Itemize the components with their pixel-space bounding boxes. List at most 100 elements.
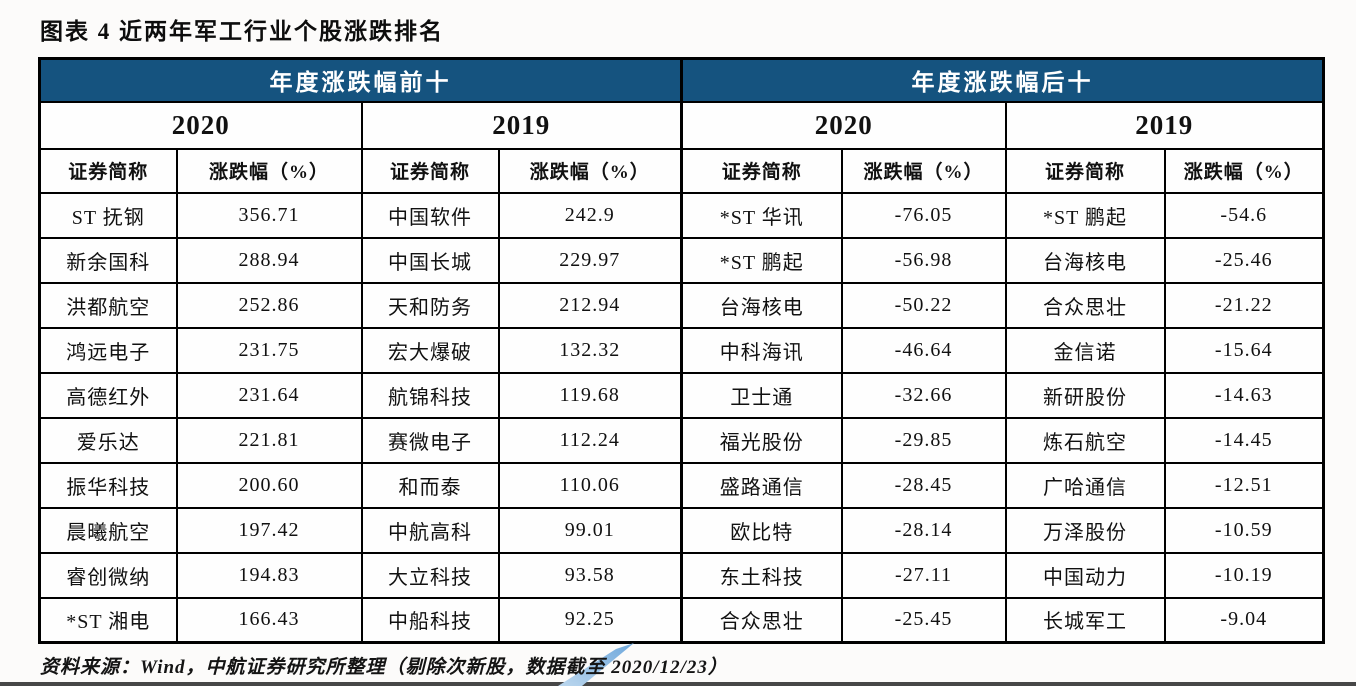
- change-value-cell: -29.85: [840, 416, 1007, 464]
- change-value-cell: 356.71: [175, 191, 363, 239]
- column-header-change: 涨跌幅（%）: [497, 147, 683, 194]
- change-value-cell: -56.98: [840, 236, 1007, 284]
- year-header-row: 2020 2019 2020 2019: [38, 100, 1325, 150]
- stock-name-cell: 睿创微纳: [38, 551, 178, 599]
- change-value-cell: -54.6: [1163, 191, 1325, 239]
- change-value-cell: 229.97: [497, 236, 683, 284]
- bottom-rule: [0, 682, 1356, 686]
- stock-name-cell: 中航高科: [360, 506, 500, 554]
- change-value-cell: 99.01: [497, 506, 683, 554]
- stock-name-cell: 福光股份: [680, 416, 843, 464]
- year-header-top10-2019: 2019: [360, 100, 683, 150]
- change-value-cell: 197.42: [175, 506, 363, 554]
- change-value-cell: -28.14: [840, 506, 1007, 554]
- stock-name-cell: 万泽股份: [1004, 506, 1166, 554]
- stock-name-cell: 鸿远电子: [38, 326, 178, 374]
- stock-name-cell: 中科海讯: [680, 326, 843, 374]
- stock-name-cell: 爱乐达: [38, 416, 178, 464]
- change-value-cell: 200.60: [175, 461, 363, 509]
- stock-name-cell: 晨曦航空: [38, 506, 178, 554]
- table-row: 高德红外 231.64 航锦科技 119.68 卫士通 -32.66 新研股份 -14.63: [38, 371, 1325, 419]
- group-header-top10: 年度涨跌幅前十: [38, 57, 683, 103]
- column-header-change: 涨跌幅（%）: [175, 147, 363, 194]
- stock-name-cell: ST 抚钢: [38, 191, 178, 239]
- change-value-cell: -12.51: [1163, 461, 1325, 509]
- group-header-bottom10: 年度涨跌幅后十: [680, 57, 1325, 103]
- stock-name-cell: 合众思壮: [1004, 281, 1166, 329]
- stock-name-cell: 洪都航空: [38, 281, 178, 329]
- stock-name-cell: 长城军工: [1004, 596, 1166, 644]
- stock-name-cell: 中国长城: [360, 236, 500, 284]
- stock-name-cell: 大立科技: [360, 551, 500, 599]
- change-value-cell: 194.83: [175, 551, 363, 599]
- stock-name-cell: *ST 鹏起: [1004, 191, 1166, 239]
- change-value-cell: -76.05: [840, 191, 1007, 239]
- stock-name-cell: 中船科技: [360, 596, 500, 644]
- stock-name-cell: *ST 鹏起: [680, 236, 843, 284]
- change-value-cell: 166.43: [175, 596, 363, 644]
- stock-name-cell: 新研股份: [1004, 371, 1166, 419]
- change-value-cell: 110.06: [497, 461, 683, 509]
- column-header-change: 涨跌幅（%）: [840, 147, 1007, 194]
- change-value-cell: -25.46: [1163, 236, 1325, 284]
- stock-name-cell: 高德红外: [38, 371, 178, 419]
- stock-name-cell: 航锦科技: [360, 371, 500, 419]
- stock-name-cell: 广哈通信: [1004, 461, 1166, 509]
- table-row: 晨曦航空 197.42 中航高科 99.01 欧比特 -28.14 万泽股份 -10.59: [38, 506, 1325, 554]
- change-value-cell: 231.64: [175, 371, 363, 419]
- change-value-cell: 242.9: [497, 191, 683, 239]
- change-value-cell: -50.22: [840, 281, 1007, 329]
- change-value-cell: 132.32: [497, 326, 683, 374]
- change-value-cell: 221.81: [175, 416, 363, 464]
- stock-name-cell: 台海核电: [680, 281, 843, 329]
- stock-name-cell: *ST 华讯: [680, 191, 843, 239]
- column-header-name: 证券简称: [1004, 147, 1166, 194]
- change-value-cell: 252.86: [175, 281, 363, 329]
- page-title: 图表 4 近两年军工行业个股涨跌排名: [40, 19, 444, 44]
- change-value-cell: 288.94: [175, 236, 363, 284]
- change-value-cell: -21.22: [1163, 281, 1325, 329]
- group-header-row: 年度涨跌幅前十 年度涨跌幅后十: [38, 57, 1325, 103]
- stock-name-cell: 中国软件: [360, 191, 500, 239]
- change-value-cell: -14.45: [1163, 416, 1325, 464]
- brand-swoosh-icon: [558, 643, 634, 686]
- stock-name-cell: 东土科技: [680, 551, 843, 599]
- table-row: 洪都航空 252.86 天和防务 212.94 台海核电 -50.22 合众思壮 -21.22: [38, 281, 1325, 329]
- stock-name-cell: 天和防务: [360, 281, 500, 329]
- column-header-name: 证券简称: [38, 147, 178, 194]
- change-value-cell: 119.68: [497, 371, 683, 419]
- year-header-bottom10-2019: 2019: [1004, 100, 1325, 150]
- column-header-row: 证券简称 涨跌幅（%） 证券简称 涨跌幅（%） 证券简称 涨跌幅（%） 证券简称…: [38, 147, 1325, 194]
- change-value-cell: 212.94: [497, 281, 683, 329]
- change-value-cell: -32.66: [840, 371, 1007, 419]
- stock-name-cell: 振华科技: [38, 461, 178, 509]
- table-row: 睿创微纳 194.83 大立科技 93.58 东土科技 -27.11 中国动力 -10.19: [38, 551, 1325, 599]
- change-value-cell: -27.11: [840, 551, 1007, 599]
- change-value-cell: -10.19: [1163, 551, 1325, 599]
- change-value-cell: -46.64: [840, 326, 1007, 374]
- year-header-bottom10-2020: 2020: [680, 100, 1007, 150]
- stock-name-cell: 和而泰: [360, 461, 500, 509]
- table-row: *ST 湘电 166.43 中船科技 92.25 合众思壮 -25.45 长城军工 -9.04: [38, 596, 1325, 644]
- stock-name-cell: 金信诺: [1004, 326, 1166, 374]
- change-value-cell: 93.58: [497, 551, 683, 599]
- stock-name-cell: 合众思壮: [680, 596, 843, 644]
- year-header-top10-2020: 2020: [38, 100, 363, 150]
- table-row: ST 抚钢 356.71 中国软件 242.9 *ST 华讯 -76.05 *ST 鹏起 -5…: [38, 191, 1325, 239]
- stock-name-cell: *ST 湘电: [38, 596, 178, 644]
- stock-rank-table: 年度涨跌幅前十 年度涨跌幅后十 2020 2019 2020 2019 证券简称…: [38, 57, 1325, 644]
- change-value-cell: -15.64: [1163, 326, 1325, 374]
- change-value-cell: 231.75: [175, 326, 363, 374]
- stock-name-cell: 宏大爆破: [360, 326, 500, 374]
- table-row: 新余国科 288.94 中国长城 229.97 *ST 鹏起 -56.98 台海核电 -25.…: [38, 236, 1325, 284]
- stock-name-cell: 盛路通信: [680, 461, 843, 509]
- stock-name-cell: 欧比特: [680, 506, 843, 554]
- stock-name-cell: 台海核电: [1004, 236, 1166, 284]
- change-value-cell: -28.45: [840, 461, 1007, 509]
- stock-name-cell: 新余国科: [38, 236, 178, 284]
- change-value-cell: -14.63: [1163, 371, 1325, 419]
- column-header-name: 证券简称: [680, 147, 843, 194]
- change-value-cell: -9.04: [1163, 596, 1325, 644]
- change-value-cell: 92.25: [497, 596, 683, 644]
- table-row: 鸿远电子 231.75 宏大爆破 132.32 中科海讯 -46.64 金信诺 -15.64: [38, 326, 1325, 374]
